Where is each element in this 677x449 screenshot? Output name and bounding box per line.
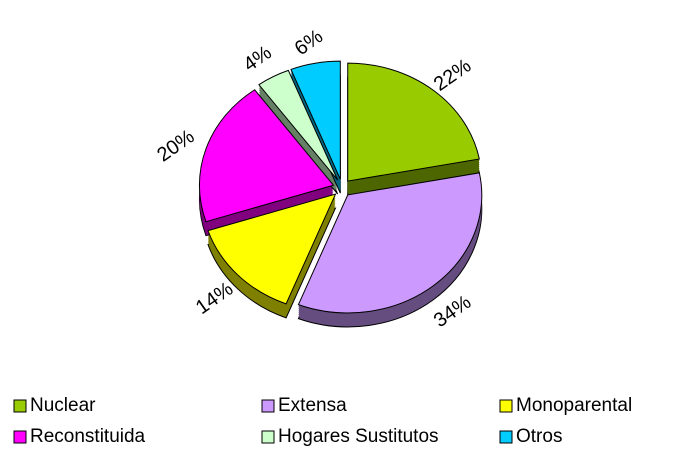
data-label: 22%: [430, 55, 476, 96]
legend-label: Otros: [516, 426, 562, 447]
legend-swatch: [13, 430, 27, 444]
slice: [347, 62, 480, 182]
slice: [297, 172, 483, 314]
legend-label: Hogares Sustitutos: [278, 426, 439, 447]
data-label: 4%: [240, 42, 276, 77]
legend-label: Nuclear: [30, 395, 96, 416]
data-label: 14%: [192, 278, 238, 319]
legend-swatch: [261, 430, 275, 444]
legend-label: Monoparental: [516, 395, 632, 416]
slice: [258, 69, 339, 181]
legend-swatch: [13, 399, 27, 413]
legend-swatch: [499, 399, 513, 413]
data-label: 6%: [291, 25, 327, 60]
slice: [290, 60, 341, 180]
slice: [199, 89, 335, 223]
legend-swatch: [499, 430, 513, 444]
legend-label: Extensa: [278, 395, 347, 416]
slice: [207, 193, 337, 305]
legend-swatch: [261, 399, 275, 413]
data-label: 20%: [153, 125, 199, 166]
legend-label: Reconstituida: [30, 426, 146, 447]
